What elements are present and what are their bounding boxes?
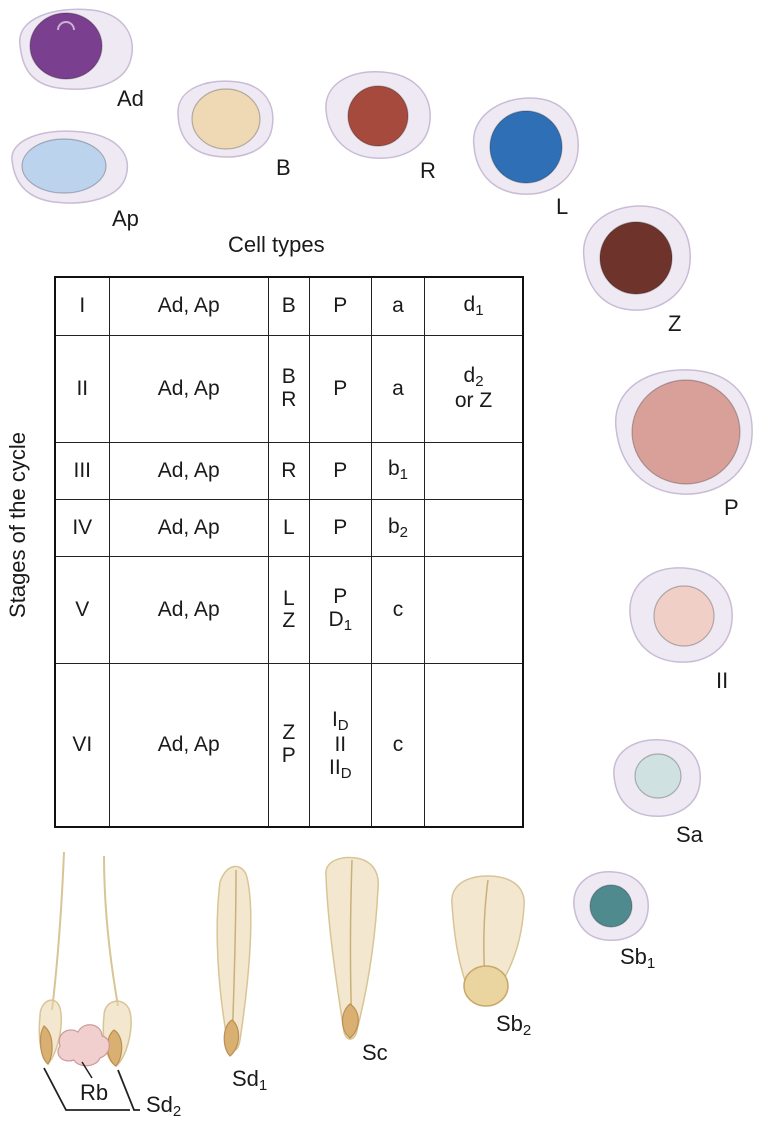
table-cell: Ad, Ap (108, 276, 269, 336)
label-l: L (556, 194, 569, 219)
cell-rb (57, 1024, 110, 1079)
table-cell: V (54, 556, 110, 665)
table-cell: I (54, 276, 110, 336)
label-rb: Rb (80, 1080, 109, 1105)
table-cell: c (370, 663, 426, 828)
table-cell: d2 or Z (424, 334, 524, 443)
cell-ad (19, 8, 134, 90)
cell-z (582, 205, 691, 311)
table-cell: Ad, Ap (108, 334, 269, 443)
table-cell: b2 (370, 499, 426, 558)
table-cell: a (370, 334, 426, 443)
table-cell: L (267, 499, 310, 558)
table-cell: P (308, 441, 372, 501)
table-cell (424, 556, 524, 665)
label-sb2: Sb2 (496, 1011, 532, 1039)
table-cell: Ad, Ap (108, 663, 269, 828)
table-cell: d1 (424, 276, 524, 336)
label-ad: Ad (117, 86, 144, 111)
table-cell: Ad, Ap (108, 499, 269, 558)
table-cell: b1 (370, 441, 426, 501)
table-row: V Ad, Ap L Z P D1 c (54, 556, 524, 665)
table-cell: ID II IID (308, 663, 372, 828)
label-z: Z (668, 311, 682, 336)
cell-ap (11, 130, 128, 204)
label-sb1: Sb1 (620, 944, 656, 972)
table-cell: P (308, 499, 372, 558)
cell-sd1 (216, 865, 252, 1057)
label-b: B (276, 155, 291, 180)
table-cell: P (308, 276, 372, 336)
stages-axis-text: Stages of the cycle (5, 432, 30, 618)
cell-p (615, 369, 753, 495)
table-cell: VI (54, 663, 110, 828)
table-cell (424, 663, 524, 828)
table-cell: c (370, 556, 426, 665)
table-cell: P (308, 334, 372, 443)
table-cell: III (54, 441, 110, 501)
table-cell: R (267, 441, 310, 501)
table-cell: Ad, Ap (108, 556, 269, 665)
table-cell: Ad, Ap (108, 441, 269, 501)
label-sd2: Sd2 (146, 1092, 182, 1120)
table-cell: II (54, 334, 110, 443)
cell-sb1 (573, 871, 649, 941)
cell-sb2 (451, 875, 525, 1007)
table-cell: IV (54, 499, 110, 558)
label-p: P (724, 495, 739, 520)
cell-sc (325, 856, 379, 1040)
table-cell: B (267, 276, 310, 336)
table-row: VI Ad, Ap Z P ID II IID c (54, 663, 524, 828)
label-r: R (420, 158, 436, 183)
cell-l (472, 97, 579, 195)
label-ii: II (716, 668, 729, 693)
cell-r (325, 71, 431, 159)
label-sc: Sc (362, 1040, 388, 1065)
cell-sa (613, 739, 701, 817)
cell-sd2 (38, 851, 140, 1111)
table-cell: a (370, 276, 426, 336)
cell-ii (629, 567, 733, 663)
label-sa: Sa (676, 822, 703, 847)
table-cell (424, 441, 524, 501)
cell-b (177, 80, 274, 158)
label-sd1: Sd1 (232, 1066, 268, 1094)
cell-types-title: Cell types (228, 232, 325, 257)
table-cell: P D1 (308, 556, 372, 665)
label-ap: Ap (112, 206, 139, 231)
table-cell (424, 499, 524, 558)
